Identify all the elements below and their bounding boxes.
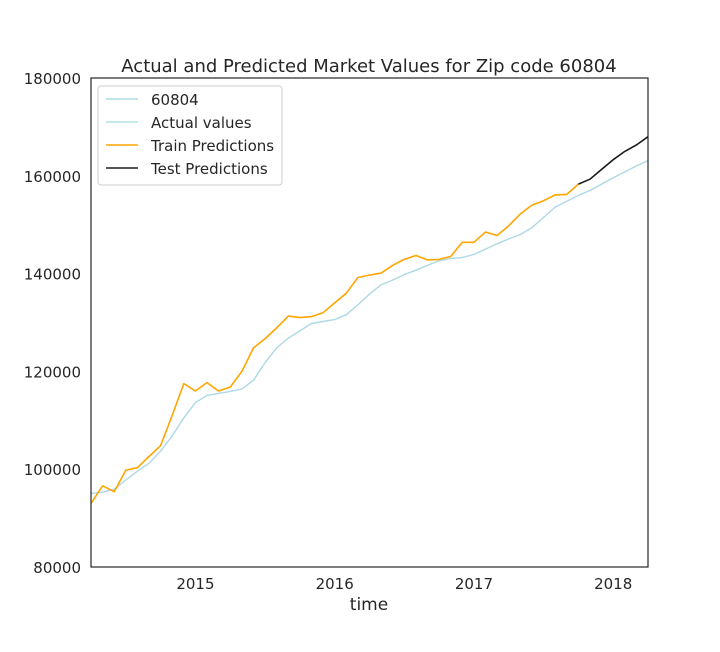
x-tick-label: 2017 (455, 575, 493, 593)
legend-box (97, 85, 283, 186)
y-tick-label: 160000 (24, 168, 81, 186)
axis-ticks: 80000 100000 120000 140000 160000 180000 2015 2… (24, 70, 633, 593)
plot-frame (90, 77, 649, 568)
x-axis-label: time (350, 595, 388, 615)
series-line-train-predictions (90, 183, 579, 504)
y-tick-label: 80000 (33, 559, 81, 577)
legend-label: Train Predictions (150, 137, 274, 155)
legend: 60804 Actual values Train Predictions Test … (97, 85, 283, 186)
x-tick-label: 2015 (176, 575, 214, 593)
legend-label: 60804 (151, 91, 199, 109)
legend-label: Actual values (151, 114, 252, 132)
y-tick-label: 100000 (24, 461, 81, 479)
y-tick-label: 140000 (24, 266, 81, 284)
x-tick-label: 2018 (594, 575, 632, 593)
y-tick-label: 180000 (24, 70, 81, 88)
series-line-test-predictions (578, 136, 649, 185)
plot-area (90, 136, 649, 504)
series-line-60804 (90, 159, 649, 495)
chart-title: Actual and Predicted Market Values for Z… (121, 56, 616, 77)
y-tick-label: 120000 (24, 363, 81, 381)
legend-label: Test Predictions (150, 160, 268, 178)
x-tick-label: 2016 (316, 575, 354, 593)
